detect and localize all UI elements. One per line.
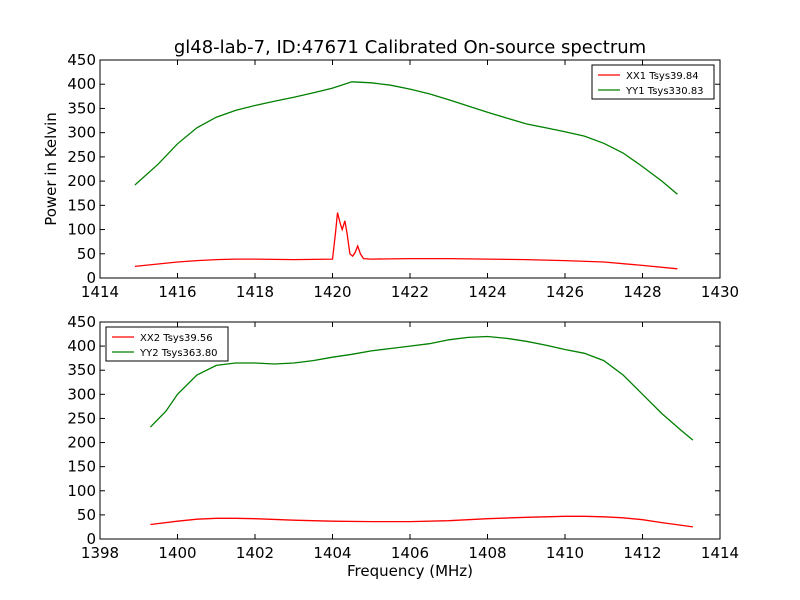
top-legend-label-1: YY1 Tsys330.83 bbox=[625, 86, 704, 97]
bottom-subplot: Frequency (MHz) 1398 1400 1402 1404 1406 1408… bbox=[67, 313, 739, 580]
top-subplot: gl48-lab-7, ID:47671 Calibrated On-sourc… bbox=[42, 37, 739, 301]
top-chart-title: gl48-lab-7, ID:47671 Calibrated On-sourc… bbox=[174, 37, 646, 58]
top-x-tick-label: 1422 bbox=[391, 283, 429, 301]
top-y-axis-label: Power in Kelvin bbox=[42, 112, 60, 226]
top-y-tick-label: 100 bbox=[67, 221, 96, 239]
bottom-series-line-1 bbox=[149, 335, 694, 441]
bottom-y-tick-label: 300 bbox=[67, 385, 96, 403]
bottom-legend-label-0: XX2 Tsys39.56 bbox=[140, 333, 213, 344]
top-series-group bbox=[134, 81, 678, 270]
bottom-y-tick-label: 100 bbox=[67, 482, 96, 500]
top-x-tick-label: 1426 bbox=[546, 283, 584, 301]
top-legend-box bbox=[591, 64, 715, 100]
bottom-series-group bbox=[149, 335, 694, 528]
bottom-x-tick-label: 1404 bbox=[313, 544, 351, 562]
bottom-x-tick-label: 1400 bbox=[158, 544, 196, 562]
bottom-y-tick-label: 150 bbox=[67, 458, 96, 476]
bottom-x-tick-label: 1410 bbox=[546, 544, 584, 562]
top-x-tick-label: 1424 bbox=[468, 283, 506, 301]
top-y-tick-label: 250 bbox=[67, 148, 96, 166]
bottom-y-tick-label: 400 bbox=[67, 337, 96, 355]
bottom-y-tick-label: 350 bbox=[67, 361, 96, 379]
bottom-x-axis-label: Frequency (MHz) bbox=[347, 562, 473, 580]
top-ticks-group: 1414 1416 1418 1420 1422 1424 1426 1428 1430 0 50 1… bbox=[67, 51, 739, 301]
bottom-legend: XX2 Tsys39.56 YY2 Tsys363.80 bbox=[105, 326, 229, 362]
top-x-tick-label: 1420 bbox=[313, 283, 351, 301]
bottom-y-tick-label: 0 bbox=[86, 530, 96, 548]
top-y-tick-label: 300 bbox=[67, 124, 96, 142]
top-y-tick-label: 0 bbox=[86, 269, 96, 287]
top-y-tick-label: 150 bbox=[67, 196, 96, 214]
top-x-tick-label: 1416 bbox=[158, 283, 196, 301]
top-x-tick-label: 1428 bbox=[623, 283, 661, 301]
bottom-series-line-0 bbox=[150, 515, 693, 528]
top-x-tick-label: 1414 bbox=[81, 283, 119, 301]
bottom-x-tick-label: 1398 bbox=[81, 544, 119, 562]
top-legend: XX1 Tsys39.84 YY1 Tsys330.83 bbox=[591, 64, 715, 100]
top-series-line-0 bbox=[134, 212, 678, 270]
bottom-x-tick-label: 1414 bbox=[701, 544, 739, 562]
top-y-tick-label: 450 bbox=[67, 51, 96, 69]
bottom-y-tick-label: 450 bbox=[67, 313, 96, 331]
bottom-x-tick-label: 1408 bbox=[468, 544, 506, 562]
bottom-legend-box bbox=[105, 326, 229, 362]
bottom-x-tick-label: 1412 bbox=[623, 544, 661, 562]
top-x-tick-label: 1418 bbox=[236, 283, 274, 301]
top-x-tick-label: 1430 bbox=[701, 283, 739, 301]
top-y-tick-label: 400 bbox=[67, 75, 96, 93]
bottom-y-tick-label: 200 bbox=[67, 434, 96, 452]
top-y-tick-label: 350 bbox=[67, 99, 96, 117]
bottom-ticks-group: 1398 1400 1402 1404 1406 1408 1410 1412 1414 0 50 1… bbox=[67, 313, 739, 562]
bottom-y-tick-label: 50 bbox=[77, 506, 96, 524]
top-series-line-1 bbox=[134, 81, 678, 195]
top-y-tick-label: 50 bbox=[77, 245, 96, 263]
bottom-y-tick-label: 250 bbox=[67, 409, 96, 427]
bottom-x-tick-label: 1402 bbox=[236, 544, 274, 562]
bottom-legend-label-1: YY2 Tsys363.80 bbox=[139, 348, 218, 359]
top-y-tick-label: 200 bbox=[67, 172, 96, 190]
top-legend-label-0: XX1 Tsys39.84 bbox=[626, 71, 699, 82]
bottom-x-tick-label: 1406 bbox=[391, 544, 429, 562]
